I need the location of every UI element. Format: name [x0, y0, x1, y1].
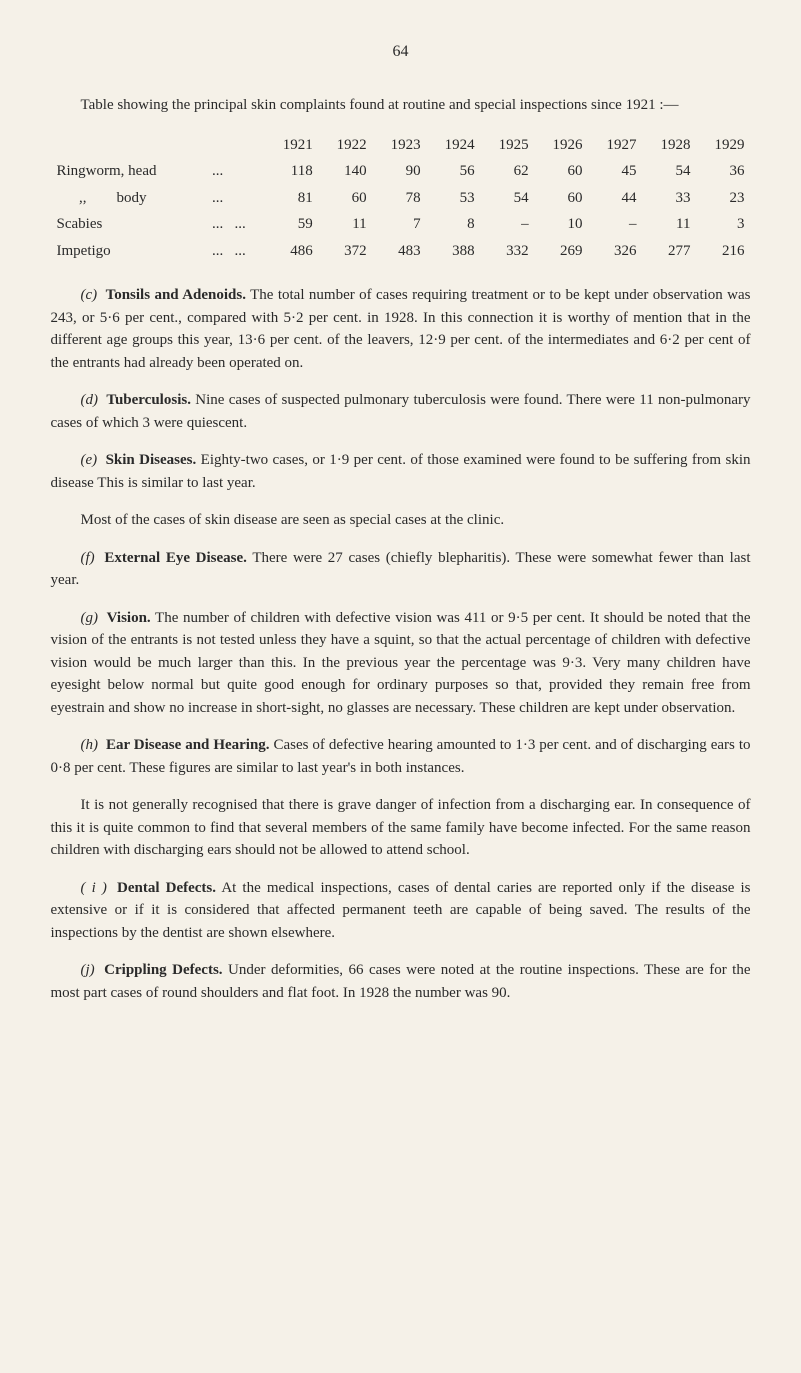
- section-g-title: Vision.: [107, 610, 151, 626]
- section-i: ( i ) Dental Defects. At the medical ins…: [51, 877, 751, 945]
- table-cell: 118: [265, 158, 319, 185]
- page-number: 64: [51, 40, 751, 64]
- table-cell: –: [589, 211, 643, 238]
- section-i-title: Dental Defects.: [117, 880, 216, 896]
- year-header: 1924: [427, 132, 481, 159]
- table-cell: 54: [643, 158, 697, 185]
- year-header: 1925: [481, 132, 535, 159]
- table-cell: 277: [643, 238, 697, 265]
- table-cell: 11: [643, 211, 697, 238]
- table-cell: 60: [535, 158, 589, 185]
- table-cell: 326: [589, 238, 643, 265]
- row-dots: ...: [206, 185, 265, 212]
- table-cell: 216: [696, 238, 750, 265]
- table-cell: 388: [427, 238, 481, 265]
- section-i-label: ( i ): [81, 880, 107, 896]
- section-j: (j) Crippling Defects. Under deformities…: [51, 959, 751, 1004]
- section-e-2: Most of the cases of skin disease are se…: [51, 509, 751, 532]
- section-e-text2: Most of the cases of skin disease are se…: [81, 512, 505, 528]
- table-row: Impetigo ... ... 486 372 483 388 332 269…: [51, 238, 751, 265]
- table-cell: 140: [319, 158, 373, 185]
- table-cell: 56: [427, 158, 481, 185]
- section-h-label: (h): [81, 737, 99, 753]
- section-j-label: (j): [81, 962, 95, 978]
- section-h-title: Ear Disease and Hearing.: [106, 737, 270, 753]
- row-dots: ... ...: [206, 211, 265, 238]
- section-f: (f) External Eye Disease. There were 27 …: [51, 547, 751, 592]
- row-label: Scabies: [51, 211, 206, 238]
- table-row: Ringworm, head ... 118 140 90 56 62 60 4…: [51, 158, 751, 185]
- section-f-label: (f): [81, 550, 95, 566]
- section-e-label: (e): [81, 452, 98, 468]
- table-cell: 36: [696, 158, 750, 185]
- row-label: ,, body: [51, 185, 206, 212]
- section-d: (d) Tuberculosis. Nine cases of suspecte…: [51, 389, 751, 434]
- table-cell: 8: [427, 211, 481, 238]
- table-cell: 78: [373, 185, 427, 212]
- section-d-title: Tuberculosis.: [106, 392, 191, 408]
- year-header: 1929: [696, 132, 750, 159]
- section-c: (c) Tonsils and Adenoids. The total numb…: [51, 284, 751, 374]
- table-cell: –: [481, 211, 535, 238]
- table-cell: 81: [265, 185, 319, 212]
- section-j-title: Crippling Defects.: [104, 962, 222, 978]
- table-cell: 372: [319, 238, 373, 265]
- table-row: Scabies ... ... 59 11 7 8 – 10 – 11 3: [51, 211, 751, 238]
- row-dots: ...: [206, 158, 265, 185]
- year-header: 1922: [319, 132, 373, 159]
- section-h-text2: It is not generally recognised that ther…: [51, 797, 751, 858]
- row-dots: ... ...: [206, 238, 265, 265]
- table-cell: 7: [373, 211, 427, 238]
- section-d-label: (d): [81, 392, 99, 408]
- table-cell: 60: [319, 185, 373, 212]
- table-cell: 486: [265, 238, 319, 265]
- year-header: 1927: [589, 132, 643, 159]
- section-h: (h) Ear Disease and Hearing. Cases of de…: [51, 734, 751, 779]
- section-f-title: External Eye Disease.: [104, 550, 247, 566]
- table-cell: 269: [535, 238, 589, 265]
- table-cell: 54: [481, 185, 535, 212]
- section-c-label: (c): [81, 287, 98, 303]
- table-cell: 60: [535, 185, 589, 212]
- table-cell: 62: [481, 158, 535, 185]
- table-cell: 33: [643, 185, 697, 212]
- section-c-title: Tonsils and Adenoids.: [106, 287, 246, 303]
- table-cell: 3: [696, 211, 750, 238]
- table-header-row: 1921 1922 1923 1924 1925 1926 1927 1928 …: [51, 132, 751, 159]
- table-cell: 90: [373, 158, 427, 185]
- section-g-label: (g): [81, 610, 99, 626]
- section-e-title: Skin Diseases.: [106, 452, 197, 468]
- table-cell: 10: [535, 211, 589, 238]
- table-cell: 23: [696, 185, 750, 212]
- section-e: (e) Skin Diseases. Eighty-two cases, or …: [51, 449, 751, 494]
- skin-complaints-table: 1921 1922 1923 1924 1925 1926 1927 1928 …: [51, 132, 751, 265]
- section-h-2: It is not generally recognised that ther…: [51, 794, 751, 862]
- table-cell: 483: [373, 238, 427, 265]
- row-label: Impetigo: [51, 238, 206, 265]
- year-header: 1923: [373, 132, 427, 159]
- table-cell: 44: [589, 185, 643, 212]
- year-header: 1926: [535, 132, 589, 159]
- row-label: Ringworm, head: [51, 158, 206, 185]
- year-header: 1921: [265, 132, 319, 159]
- table-cell: 53: [427, 185, 481, 212]
- table-cell: 45: [589, 158, 643, 185]
- year-header: 1928: [643, 132, 697, 159]
- intro-text: Table showing the principal skin complai…: [51, 94, 751, 117]
- section-g: (g) Vision. The number of children with …: [51, 607, 751, 720]
- table-row: ,, body ... 81 60 78 53 54 60 44 33 23: [51, 185, 751, 212]
- section-g-text: The number of children with defective vi…: [51, 610, 751, 716]
- table-cell: 59: [265, 211, 319, 238]
- table-cell: 332: [481, 238, 535, 265]
- table-cell: 11: [319, 211, 373, 238]
